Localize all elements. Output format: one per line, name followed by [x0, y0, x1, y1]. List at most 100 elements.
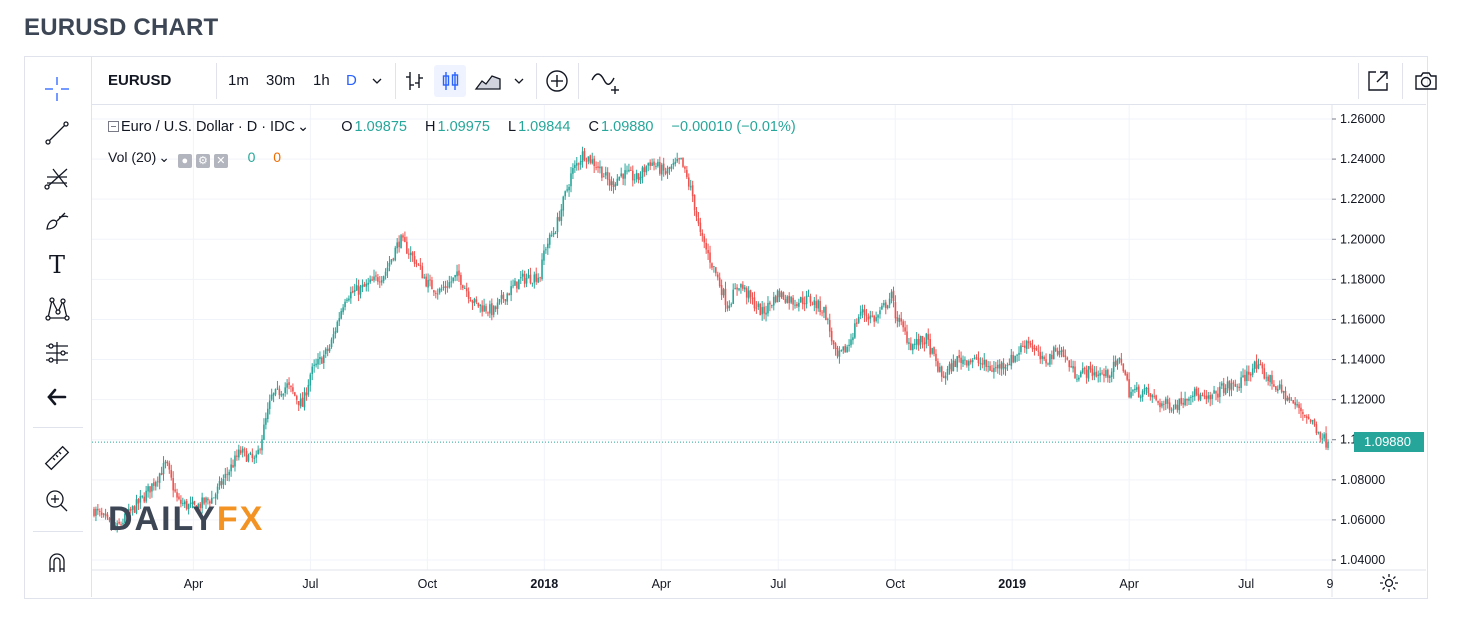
indicators-icon[interactable]	[586, 65, 626, 97]
interval-30m[interactable]: 30m	[266, 72, 296, 89]
pattern-tool-icon[interactable]	[37, 291, 77, 327]
collapse-legend-button[interactable]	[108, 121, 119, 132]
candle-body	[353, 290, 356, 292]
candle-body	[790, 297, 792, 303]
close-icon[interactable]: ✕	[213, 154, 228, 168]
candles-icon[interactable]	[434, 65, 466, 97]
interval-1h[interactable]: 1h	[313, 72, 330, 89]
candle-body	[317, 359, 319, 365]
trendline-icon[interactable]	[37, 115, 77, 151]
candle-body	[900, 318, 903, 322]
interval-d[interactable]: D	[346, 72, 357, 89]
screenshot-camera-icon[interactable]	[1410, 65, 1442, 97]
bars-icon[interactable]	[398, 65, 430, 97]
candle-body	[998, 364, 1001, 369]
gear-icon[interactable]	[1378, 572, 1400, 594]
eye-icon[interactable]: ●	[177, 154, 192, 168]
candle-body	[357, 285, 360, 295]
candle-body	[817, 300, 819, 309]
area-chart-icon[interactable]	[472, 65, 504, 97]
candle-body	[446, 286, 449, 288]
candle-body	[1238, 386, 1240, 388]
candle-body	[819, 300, 821, 312]
candle-body	[904, 327, 906, 332]
chevron-down-icon[interactable]	[362, 65, 392, 97]
compare-add-icon[interactable]	[541, 65, 573, 97]
candle-body	[195, 505, 198, 512]
candle-body	[342, 307, 344, 313]
candle-body	[1070, 366, 1072, 368]
candle-body	[668, 167, 671, 169]
time-tick-label: Jul	[302, 577, 318, 591]
volume-label[interactable]: Vol (20)	[108, 149, 157, 165]
candle-body	[477, 302, 480, 307]
candle-body	[834, 343, 837, 349]
candle-body	[730, 304, 733, 306]
candle-body	[780, 292, 783, 297]
price-tick-label: 1.06000	[1340, 513, 1385, 527]
candle-body	[732, 289, 735, 304]
candle-body	[323, 354, 325, 363]
chevron-down-icon[interactable]: ⌄	[158, 149, 170, 165]
dailyfx-logo: DAILYFX	[108, 500, 264, 539]
symbol-search[interactable]: EURUSD	[108, 72, 172, 89]
candle-body	[114, 525, 117, 530]
candle-body	[241, 448, 244, 453]
candle-body	[846, 346, 848, 353]
candle-body	[1018, 352, 1020, 355]
candle-body	[1228, 380, 1231, 391]
candle-body	[160, 473, 163, 476]
candle-body	[481, 305, 483, 312]
candle-body	[765, 312, 767, 315]
candle-body	[415, 262, 418, 264]
chevron-down-icon[interactable]	[504, 65, 534, 97]
crosshair-icon[interactable]	[37, 71, 77, 107]
candle-body	[689, 186, 692, 188]
legend-close-value: 1.09880	[601, 119, 654, 135]
price-chart[interactable]: 1.26000 1.24000 1.22000 1.20000 1.18000 1.160…	[92, 105, 1426, 597]
candle-body	[491, 303, 493, 316]
candle-body	[942, 376, 945, 378]
back-arrow-icon[interactable]	[37, 379, 77, 415]
candle-body	[913, 343, 916, 345]
candle-body	[1124, 370, 1127, 375]
candle-body	[543, 250, 545, 261]
prediction-tool-icon[interactable]	[37, 335, 77, 371]
settings-icon[interactable]: ⚙	[195, 154, 210, 168]
candle-body	[332, 334, 335, 340]
interval-1m[interactable]: 1m	[228, 72, 249, 89]
fib-tool-icon[interactable]	[37, 159, 77, 195]
ruler-icon[interactable]	[37, 440, 77, 476]
candle-body	[925, 333, 928, 344]
candle-body	[1116, 359, 1119, 365]
candle-body	[1249, 373, 1252, 376]
candle-body	[203, 497, 205, 504]
candle-body	[398, 241, 400, 248]
candle-body	[1280, 384, 1283, 392]
candle-body	[1081, 368, 1084, 373]
candle-body	[243, 449, 246, 451]
candle-body	[350, 291, 352, 299]
candle-body	[610, 181, 613, 186]
candle-body	[1022, 346, 1024, 347]
candle-body	[796, 303, 798, 307]
candle-body	[1305, 416, 1308, 418]
brush-icon[interactable]	[37, 203, 77, 239]
fullscreen-icon[interactable]	[1362, 65, 1394, 97]
candle-body	[1170, 410, 1173, 412]
candle-body	[373, 276, 375, 281]
legend-symbol-name[interactable]: Euro / U.S. Dollar · D · IDC	[121, 119, 296, 135]
candle-body	[1041, 355, 1043, 359]
zoom-in-icon[interactable]	[37, 483, 77, 519]
candle-body	[1089, 366, 1092, 370]
candle-body	[720, 285, 723, 296]
toolbar-divider	[1402, 63, 1403, 99]
candle-body	[1097, 374, 1099, 376]
candle-body	[1290, 399, 1293, 401]
chevron-down-icon[interactable]: ⌄	[297, 119, 310, 135]
candle-body	[1093, 372, 1096, 376]
text-tool-icon[interactable]: T	[48, 251, 65, 279]
candle-body	[695, 210, 698, 218]
candle-body	[112, 525, 115, 527]
magnet-icon[interactable]	[37, 545, 77, 581]
